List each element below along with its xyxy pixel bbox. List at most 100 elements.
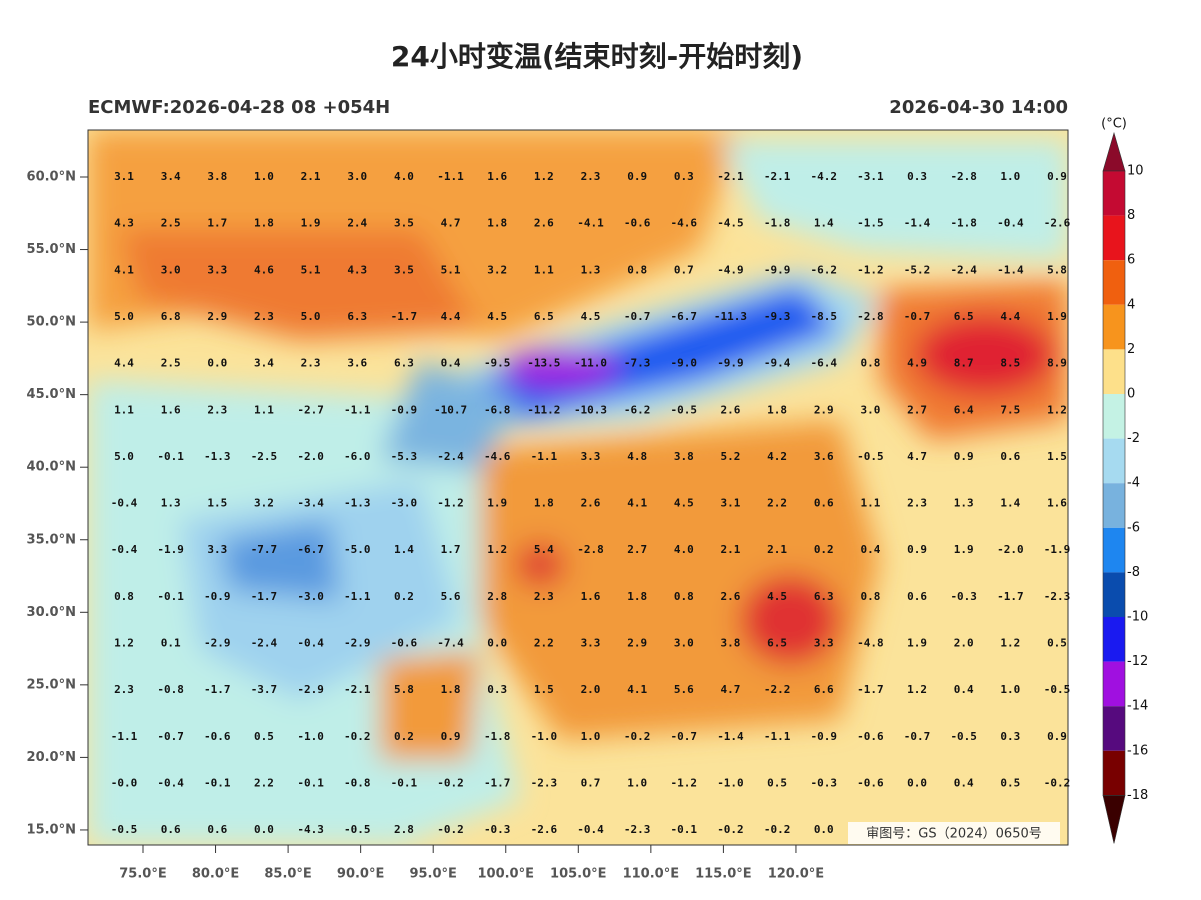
colorbar-unit: (°C): [1101, 117, 1127, 132]
grid-value: 2.5: [161, 217, 181, 230]
grid-value: -2.8: [950, 170, 977, 183]
grid-value: -2.0: [997, 543, 1024, 556]
grid-value: -0.9: [811, 730, 838, 743]
colorbar-label: -16: [1127, 743, 1148, 758]
grid-value: -4.6: [484, 450, 511, 463]
grid-value: 0.9: [1047, 730, 1067, 743]
grid-value: -3.0: [391, 497, 418, 510]
grid-value: 1.6: [581, 590, 601, 603]
grid-value: -1.5: [857, 217, 884, 230]
lat-label: 55.0°N: [27, 242, 76, 257]
grid-value: 2.9: [627, 637, 647, 650]
grid-value: 1.0: [581, 730, 601, 743]
grid-value: 1.7: [441, 543, 461, 556]
grid-value: -4.6: [671, 217, 698, 230]
grid-value: -1.4: [904, 217, 931, 230]
grid-value: 1.1: [114, 403, 134, 416]
grid-value: 2.3: [301, 357, 321, 370]
grid-value: -2.3: [624, 823, 651, 836]
grid-value: -9.0: [671, 357, 698, 370]
grid-value: -6.8: [484, 403, 511, 416]
grid-value: -2.4: [437, 450, 464, 463]
grid-value: -0.4: [577, 823, 604, 836]
grid-value: 3.0: [161, 263, 181, 276]
lat-label: 50.0°N: [27, 315, 76, 330]
grid-value: 0.5: [254, 730, 274, 743]
grid-value: -0.0: [111, 776, 138, 789]
grid-value: 2.6: [721, 403, 741, 416]
grid-value: -9.3: [764, 310, 791, 323]
grid-value: 1.2: [1047, 403, 1067, 416]
grid-value: 2.2: [254, 776, 274, 789]
colorbar-cap: [1102, 795, 1126, 844]
grid-value: -7.7: [251, 543, 278, 556]
grid-value: 2.6: [721, 590, 741, 603]
grid-value: 3.5: [394, 217, 414, 230]
grid-value: 3.0: [674, 637, 694, 650]
grid-value: 2.1: [301, 170, 321, 183]
grid-value: -0.4: [111, 497, 138, 510]
grid-value: -0.2: [344, 730, 371, 743]
grid-value: 1.1: [860, 497, 880, 510]
lat-label: 45.0°N: [27, 387, 76, 402]
grid-value: 0.6: [907, 590, 927, 603]
grid-value: -2.6: [531, 823, 558, 836]
grid-value: -0.9: [204, 590, 231, 603]
colorbar-band: [1103, 617, 1125, 662]
grid-value: -0.6: [204, 730, 231, 743]
grid-value: 2.3: [207, 403, 227, 416]
grid-value: 2.5: [161, 357, 181, 370]
grid-value: -3.4: [297, 497, 324, 510]
grid-value: 4.8: [627, 450, 647, 463]
grid-value: 0.0: [907, 776, 927, 789]
grid-value: 4.1: [627, 683, 647, 696]
grid-value: -2.2: [764, 683, 791, 696]
grid-value: -0.5: [857, 450, 884, 463]
grid-value: 3.3: [207, 543, 227, 556]
grid-value: 5.2: [721, 450, 741, 463]
grid-value: 5.8: [394, 683, 414, 696]
grid-value: 0.7: [581, 776, 601, 789]
grid-value: 0.1: [161, 637, 181, 650]
grid-value: -0.1: [204, 776, 231, 789]
grid-value: 1.2: [907, 683, 927, 696]
grid-value: 2.8: [394, 823, 414, 836]
grid-value: 3.1: [721, 497, 741, 510]
grid-value: -2.1: [344, 683, 371, 696]
lat-label: 60.0°N: [27, 170, 76, 185]
lat-label: 35.0°N: [27, 532, 76, 547]
colorbar-band: [1103, 394, 1125, 439]
grid-value: 0.7: [674, 263, 694, 276]
grid-value: 5.4: [534, 543, 554, 556]
colorbar-label: 10: [1127, 164, 1144, 179]
grid-value: 1.8: [767, 403, 787, 416]
lon-label: 115.0°E: [695, 867, 752, 882]
grid-value: 3.8: [207, 170, 227, 183]
grid-value: -0.8: [344, 776, 371, 789]
grid-value: -0.1: [157, 590, 184, 603]
grid-value: 4.5: [487, 310, 507, 323]
grid-value: 0.6: [207, 823, 227, 836]
grid-value: 1.5: [1047, 450, 1067, 463]
grid-value: 1.6: [1047, 497, 1067, 510]
grid-value: 1.6: [161, 403, 181, 416]
grid-value: -11.3: [714, 310, 747, 323]
grid-value: 1.9: [1047, 310, 1067, 323]
grid-value: -2.1: [764, 170, 791, 183]
grid-value: -2.9: [204, 637, 231, 650]
grid-value: -9.4: [764, 357, 791, 370]
grid-value: 0.8: [627, 263, 647, 276]
grid-value: 4.4: [114, 357, 134, 370]
grid-value: 0.2: [394, 590, 414, 603]
grid-value: -1.1: [344, 590, 371, 603]
grid-value: -2.3: [531, 776, 558, 789]
colorbar-label: -4: [1127, 476, 1140, 491]
grid-value: -0.7: [671, 730, 698, 743]
grid-value: -6.4: [811, 357, 838, 370]
grid-value: -0.5: [671, 403, 698, 416]
grid-value: 3.3: [581, 637, 601, 650]
grid-value: 0.9: [441, 730, 461, 743]
colorbar-label: -8: [1127, 565, 1140, 580]
grid-value: 4.0: [674, 543, 694, 556]
grid-value: -6.0: [344, 450, 371, 463]
